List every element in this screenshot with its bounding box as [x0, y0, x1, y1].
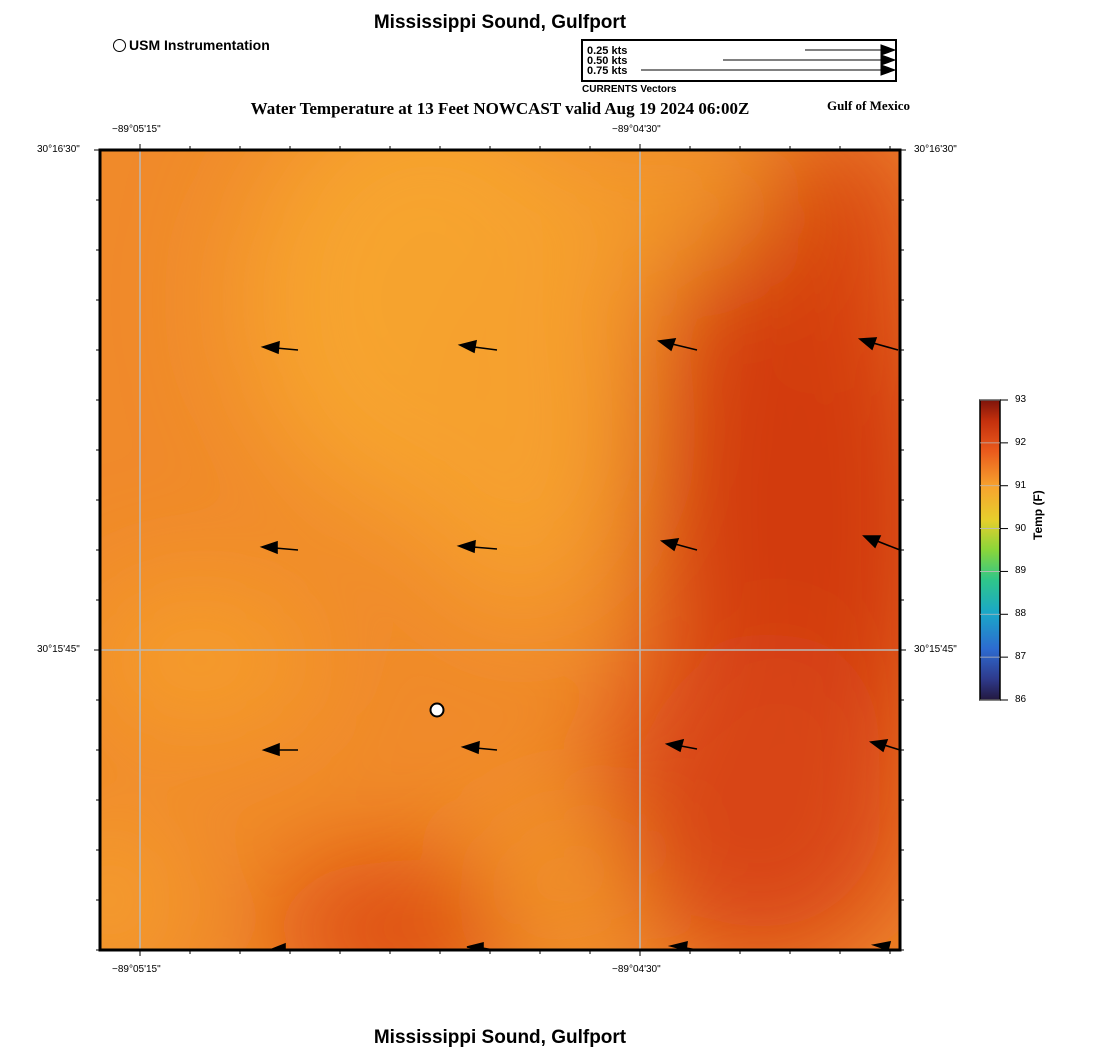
- colorbar: [979, 399, 1001, 701]
- vector-arrow-icon: [862, 535, 901, 551]
- vector-arrow-icon: [656, 338, 698, 352]
- lon-label-top-1: −89°05'15": [112, 124, 161, 135]
- vector-caption: CURRENTS Vectors: [582, 84, 677, 95]
- lat-label-right-1: 30°16'30": [914, 144, 957, 155]
- lon-label-top-2: −89°04'30": [612, 124, 661, 135]
- colorbar-tick-label: 93: [1015, 394, 1027, 405]
- colorbar-tick-label: 90: [1015, 523, 1027, 534]
- usm-station-marker-icon[interactable]: [429, 702, 445, 718]
- frame-ticks: [94, 144, 906, 956]
- scale-label-075: 0.75 kts: [587, 65, 628, 77]
- usm-legend-label: USM Instrumentation: [129, 37, 270, 53]
- vector-arrow-icon: [457, 339, 498, 354]
- current-scale-box: 0.25 kts 0.50 kts 0.75 kts: [581, 39, 897, 82]
- graticule: [100, 150, 900, 950]
- lat-label-left-2: 30°15'45": [37, 644, 80, 655]
- vector-arrow-icon: [857, 337, 899, 351]
- colorbar-tick-label: 91: [1015, 480, 1027, 491]
- lon-label-bottom-1: −89°05'15": [112, 964, 161, 975]
- lat-label-right-2: 30°15'45": [914, 644, 957, 655]
- vector-arrow-icon: [456, 539, 498, 554]
- temperature-field: [100, 150, 900, 950]
- vector-arrow-icon: [259, 540, 299, 555]
- current-vectors: [259, 337, 901, 952]
- main-title: Water Temperature at 13 Feet NOWCAST val…: [250, 99, 750, 118]
- lat-label-left-1: 30°16'30": [37, 144, 80, 155]
- colorbar-tick-label: 92: [1015, 437, 1027, 448]
- vector-arrow-icon: [460, 740, 498, 755]
- colorbar-tick-label: 88: [1015, 608, 1027, 619]
- scale-label-050: 0.50 kts: [587, 55, 628, 67]
- vector-arrow-icon: [664, 738, 698, 753]
- region-label: Gulf of Mexico: [826, 98, 910, 113]
- scale-arrowhead-050-icon: [880, 54, 895, 66]
- scale-arrowhead-025-icon: [880, 44, 895, 56]
- vector-arrow-icon: [870, 940, 892, 952]
- scale-arrows: [641, 44, 895, 76]
- vector-arrow-icon: [868, 739, 901, 753]
- vector-arrow-icon: [260, 340, 299, 355]
- colorbar-tick-label: 86: [1015, 694, 1027, 705]
- vector-arrow-icon: [659, 538, 698, 552]
- colorbar-tick-label: 89: [1015, 565, 1027, 576]
- lon-label-bottom-2: −89°04'30": [612, 964, 661, 975]
- vector-arrow-icon: [261, 742, 298, 757]
- colorbar-label: Temp (F): [1031, 490, 1045, 540]
- scale-label-025: 0.25 kts: [587, 45, 628, 57]
- colorbar-tick-label: 87: [1015, 651, 1027, 662]
- map-bottom-title: Mississippi Sound, Gulfport: [373, 1027, 627, 1048]
- colorbar-ticks: [980, 399, 1008, 701]
- circle-marker-icon: [113, 38, 126, 52]
- map-top-title: Mississippi Sound, Gulfport: [373, 12, 627, 33]
- scale-arrowhead-075-icon: [880, 64, 895, 76]
- usm-legend: USM Instrumentation: [113, 37, 270, 53]
